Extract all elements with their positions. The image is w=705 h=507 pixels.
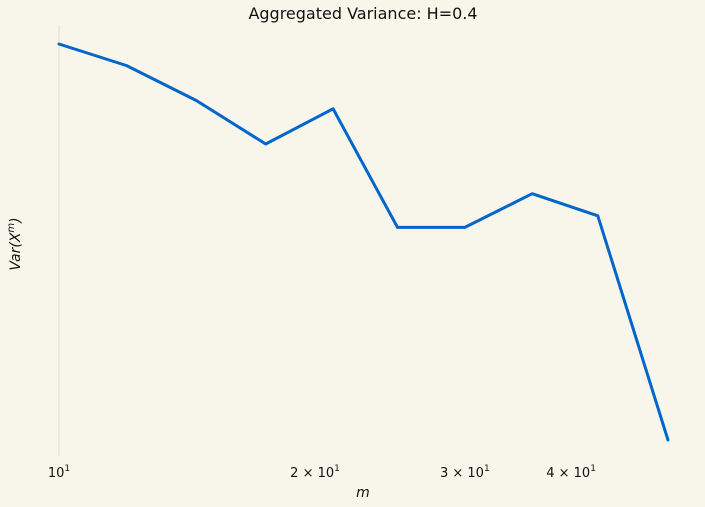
data-points [57, 42, 670, 442]
x-axis-label: m [356, 485, 370, 501]
series-line [57, 42, 670, 442]
chart-title: Aggregated Variance: H=0.4 [248, 4, 477, 23]
x-tick-label-3: 4 × 101 [546, 464, 596, 481]
x-tick-labels: 101 2 × 101 3 × 101 4 × 101 [48, 464, 596, 481]
x-tick-label-0: 101 [48, 464, 70, 481]
x-tick-label-2: 3 × 101 [440, 464, 490, 481]
y-axis-label: Var(Xm) [6, 217, 24, 270]
x-tick-label-1: 2 × 101 [290, 464, 340, 481]
